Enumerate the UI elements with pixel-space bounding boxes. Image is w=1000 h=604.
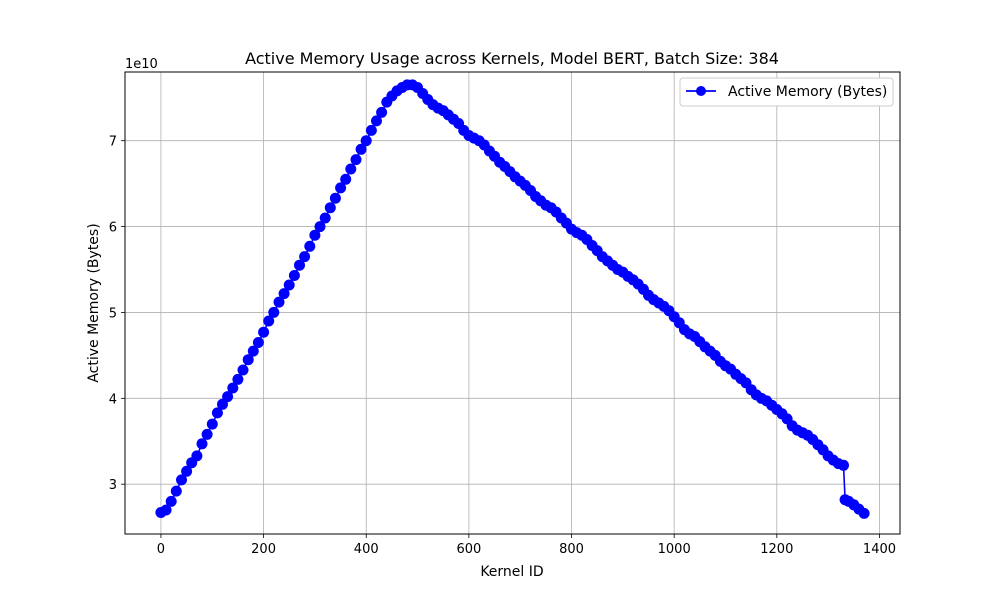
data-point (319, 212, 331, 224)
chart-title: Active Memory Usage across Kernels, Mode… (245, 49, 779, 68)
data-point (345, 163, 357, 175)
legend-box (679, 77, 894, 107)
data-point (294, 259, 305, 271)
data-point (365, 124, 377, 136)
y-tick-label: 7 (109, 135, 117, 150)
data-point (252, 337, 264, 348)
data-point (350, 154, 362, 166)
data-point (242, 354, 254, 366)
data-point (324, 202, 336, 214)
data-point (376, 106, 388, 118)
data-point (340, 173, 352, 185)
data-point (170, 485, 182, 497)
y-tick-label: 4 (109, 392, 117, 407)
data-point (227, 382, 239, 394)
y-tick-label: 3 (109, 478, 117, 493)
y-axis-scale-label: 1e10 (125, 57, 158, 72)
y-tick-label: 5 (109, 306, 117, 321)
data-point (222, 391, 234, 403)
data-point (288, 270, 300, 281)
data-point (263, 315, 275, 327)
x-axis-ticks: 0 200 400 600 800 1000 1200 1400 (157, 534, 896, 557)
data-point (335, 182, 347, 194)
data-point (268, 306, 280, 318)
y-tick-label: 6 (109, 221, 117, 236)
data-point (181, 465, 193, 477)
x-axis-label: Kernel ID (480, 564, 543, 580)
y-axis-ticks: 3 4 5 6 7 (109, 135, 125, 493)
data-point (247, 345, 259, 357)
data-point (355, 143, 367, 155)
series-layer (155, 79, 870, 519)
plot-frame (124, 71, 901, 535)
legend-label: Active Memory (Bytes) (728, 84, 887, 100)
data-point (283, 279, 295, 291)
data-point (299, 251, 311, 263)
data-point (309, 229, 321, 241)
data-point (273, 296, 285, 308)
x-tick-label: 600 (456, 542, 481, 557)
data-point (314, 221, 326, 233)
data-point (160, 504, 172, 516)
x-tick-label: 0 (157, 542, 165, 557)
x-tick-label: 1200 (760, 542, 793, 557)
data-point (329, 192, 341, 204)
data-point (371, 115, 382, 127)
x-tick-label: 400 (354, 542, 379, 557)
y-axis-label: Active Memory (Bytes) (86, 223, 102, 382)
data-point (191, 450, 203, 462)
legend-marker-swatch (696, 86, 706, 96)
data-point (176, 474, 187, 486)
x-tick-label: 1000 (658, 542, 691, 557)
x-tick-label: 1400 (863, 542, 896, 557)
legend: Active Memory (Bytes) (679, 77, 894, 107)
data-point (206, 418, 218, 430)
data-point (201, 428, 213, 440)
data-point (360, 135, 372, 147)
data-point (196, 438, 208, 450)
data-point (232, 373, 244, 385)
data-point (858, 507, 870, 519)
data-point (237, 364, 249, 376)
x-tick-label: 800 (559, 542, 584, 557)
data-point (278, 288, 290, 300)
data-point (838, 459, 849, 471)
x-tick-label: 200 (251, 542, 276, 557)
data-point (304, 240, 316, 252)
data-point (165, 495, 177, 507)
data-point (258, 326, 270, 338)
data-point (211, 407, 223, 419)
